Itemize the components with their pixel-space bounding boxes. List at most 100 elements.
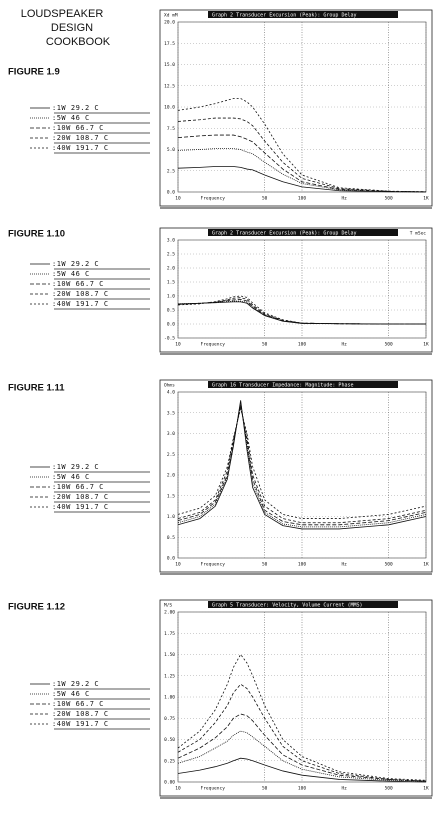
x-tick-label: 1K — [423, 342, 429, 348]
legend-entry: :20W 108.7 C — [52, 710, 109, 718]
legend-entry: :10W 66.7 C — [52, 483, 104, 491]
figure-label: FIGURE 1.9 — [8, 67, 60, 78]
legend-entry: :40W 191.7 C — [52, 503, 109, 511]
x-axis-label: Frequency — [201, 342, 226, 348]
chart-title: Graph 2 Transducer Excursion (Peak): Gro… — [212, 230, 357, 236]
chart-title: Graph 5 Transducer: Velocity, Volume Cur… — [212, 602, 363, 608]
y-tick-label: 1.25 — [164, 673, 175, 679]
y-axis-label: Ohms — [164, 383, 175, 389]
x-tick-label: 10 — [175, 562, 181, 568]
series-line — [177, 134, 427, 193]
y-tick-label: 15.0 — [164, 62, 175, 68]
series-line — [177, 406, 427, 524]
y-tick-label: 17.5 — [164, 41, 175, 47]
y-tick-label: 1.50 — [164, 652, 175, 658]
y-axis-label: Xd mM — [164, 13, 178, 19]
y-tick-label: 7.5 — [167, 126, 175, 132]
title-bar — [208, 11, 398, 18]
y-tick-label: 2.5 — [167, 452, 175, 458]
legend-entry: :20W 108.7 C — [52, 134, 109, 142]
series-line — [177, 404, 427, 526]
y-tick-label: 3.0 — [167, 238, 175, 244]
plot-frame — [159, 599, 433, 797]
series-line — [177, 730, 427, 782]
y-tick-label: 1.75 — [164, 631, 175, 637]
legend-entry: :1W 29.2 C — [52, 463, 99, 471]
chart-title: Graph 2 Transducer Excursion (Peak): Gro… — [212, 12, 357, 18]
legend-entry: :20W 108.7 C — [52, 290, 109, 298]
x-axis-label: Frequency — [201, 562, 226, 568]
y-tick-label: 0.0 — [167, 556, 175, 562]
x-tick-label: 1K — [423, 196, 429, 202]
plot-frame — [159, 379, 433, 573]
legend-entry: :1W 29.2 C — [52, 260, 99, 268]
series-line — [177, 400, 427, 530]
series-line — [177, 298, 426, 325]
y-tick-label: 5.0 — [167, 147, 175, 153]
y-tick-label: 1.5 — [167, 493, 175, 499]
figure-label: FIGURE 1.11 — [8, 383, 65, 394]
y-tick-label: 2.0 — [167, 473, 175, 479]
y-tick-label: -0.5 — [164, 336, 175, 342]
title-bar — [208, 601, 398, 608]
figure-label: FIGURE 1.10 — [8, 229, 65, 240]
x-axis-label: Frequency — [201, 196, 226, 202]
x-tick-label: 50 — [262, 196, 268, 202]
y-tick-label: 0.25 — [164, 758, 175, 764]
y-tick-label: 2.00 — [164, 610, 175, 616]
title-bar — [208, 229, 398, 236]
y-tick-label: 4.0 — [167, 390, 175, 396]
y-tick-label: 10.0 — [164, 105, 175, 111]
series-line — [177, 757, 427, 783]
y-tick-label: 1.0 — [167, 294, 175, 300]
series-line — [177, 148, 427, 193]
x-axis-label: Frequency — [201, 786, 226, 792]
x-tick-label: 10 — [175, 196, 181, 202]
legend-entry: :1W 29.2 C — [52, 680, 99, 688]
header-line: DESIGN — [51, 22, 93, 34]
legend-entry: :10W 66.7 C — [52, 700, 104, 708]
legend-entry: :40W 191.7 C — [52, 300, 109, 308]
y-tick-label: 12.5 — [164, 83, 175, 89]
legend-entry: :10W 66.7 C — [52, 124, 104, 132]
x-tick-label: 500 — [385, 786, 393, 792]
x-tick-label: 50 — [262, 562, 268, 568]
legend-entry: :5W 46 C — [52, 690, 90, 698]
header-line: COOKBOOK — [46, 36, 111, 48]
series-line — [177, 98, 427, 193]
x-tick-label: 50 — [262, 342, 268, 348]
x-tick-label: 100 — [298, 562, 306, 568]
legend-entry: :1W 29.2 C — [52, 104, 99, 112]
series-line — [177, 117, 427, 193]
series-line — [177, 408, 427, 519]
x-axis-unit: Hz — [341, 196, 347, 202]
y-tick-label: 1.0 — [167, 514, 175, 520]
series-line — [177, 653, 427, 781]
x-tick-label: 100 — [298, 196, 306, 202]
x-tick-label: 500 — [385, 196, 393, 202]
y-tick-label: 0.0 — [167, 190, 175, 196]
y-tick-label: 2.0 — [167, 266, 175, 272]
y-axis-label: M/S — [164, 603, 172, 609]
figure-label: FIGURE 1.12 — [8, 602, 65, 613]
header-line: LOUDSPEAKER — [21, 8, 104, 20]
y-tick-label: 3.5 — [167, 410, 175, 416]
x-tick-label: 1K — [423, 562, 429, 568]
x-tick-label: 50 — [262, 786, 268, 792]
x-axis-unit: Hz — [341, 342, 347, 348]
x-tick-label: 10 — [175, 786, 181, 792]
title-bar — [208, 381, 398, 388]
y-axis-label: T mSec — [410, 231, 427, 237]
series-line — [177, 402, 427, 528]
y-tick-label: 3.0 — [167, 431, 175, 437]
x-tick-label: 100 — [298, 786, 306, 792]
legend-entry: :10W 66.7 C — [52, 280, 104, 288]
legend-entry: :40W 191.7 C — [52, 720, 109, 728]
series-line — [177, 297, 426, 325]
x-tick-label: 10 — [175, 342, 181, 348]
plot-frame — [159, 9, 433, 207]
x-tick-label: 1K — [423, 786, 429, 792]
x-axis-unit: Hz — [341, 562, 347, 568]
legend-entry: :40W 191.7 C — [52, 144, 109, 152]
